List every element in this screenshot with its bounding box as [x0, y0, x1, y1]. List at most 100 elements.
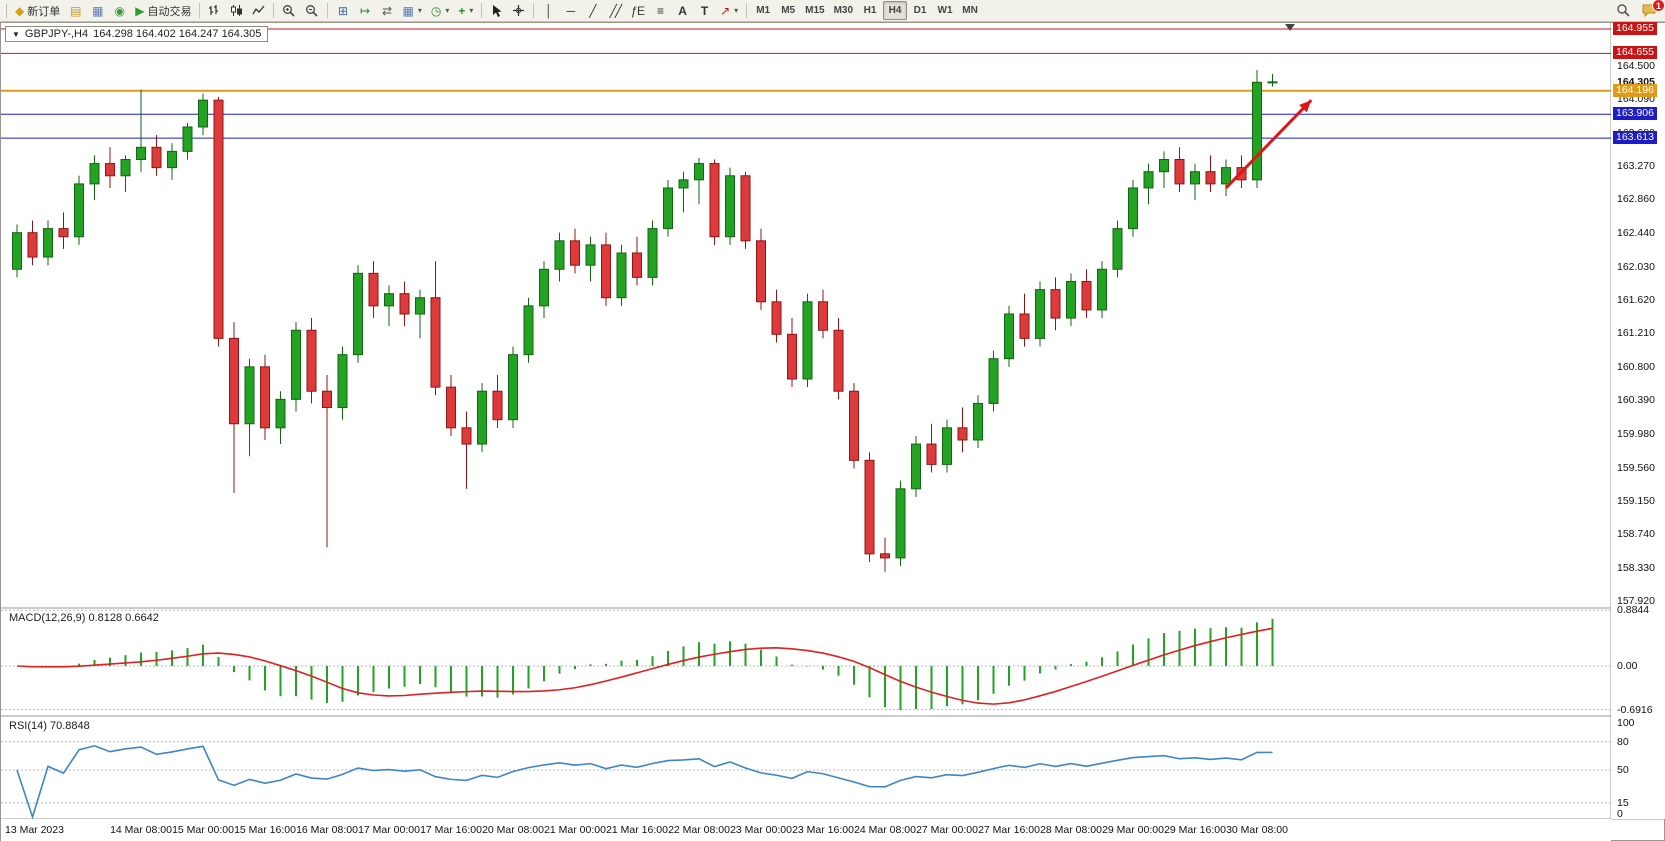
timeframe-button-mn[interactable]: MN	[962, 5, 978, 16]
chart-shift-button[interactable]: ⇄	[381, 3, 392, 18]
horizontal-line-button[interactable]: ─	[566, 3, 576, 18]
toolbox-icon: ▦	[92, 3, 104, 18]
arrows-button[interactable]: ↗ ▾	[720, 3, 739, 18]
time-axis[interactable]: 13 Mar 2023 14 Mar 08:00 15 Mar 00:00 15 Ma…	[1, 819, 1611, 841]
price-axis-label: 0.00	[1617, 660, 1638, 672]
time-axis-label: 13 Mar 2023	[5, 824, 64, 836]
crosshair-button[interactable]	[508, 1, 529, 20]
timeframe-button-m5[interactable]: M5	[781, 5, 796, 16]
indicators-button[interactable]: + ▾	[458, 3, 474, 18]
market-watch-button[interactable]: ▤	[65, 1, 86, 20]
tile-windows-button[interactable]: ⊞	[337, 3, 348, 18]
more-lines-button[interactable]: ≡	[657, 3, 665, 18]
search-button[interactable]	[1612, 1, 1635, 20]
price-axis-label: -0.6916	[1617, 703, 1653, 716]
price-axis-label: 161.210	[1617, 327, 1655, 340]
autotrading-button[interactable]: ▶ 自动交易	[131, 1, 195, 20]
channel-button[interactable]: ╱╱	[609, 3, 623, 18]
autotrading-icon: ▶	[135, 3, 145, 18]
chart-window: ▼ GBPJPY-,H4 164.298 164.402 164.247 164…	[0, 22, 1665, 841]
timeframe-button-m15[interactable]: M15	[805, 5, 825, 16]
price-axis-label: 161.620	[1617, 294, 1655, 307]
candlestick-chart-icon	[231, 5, 243, 16]
price-axis-label: 164.500	[1617, 59, 1655, 72]
toolbar-separator	[481, 3, 483, 18]
timeframe-button-h4[interactable]: H4	[883, 1, 908, 20]
timeframe-button-h1[interactable]: H1	[863, 5, 877, 16]
zoom-out-button[interactable]	[301, 1, 323, 20]
chart-shift-marker[interactable]	[1285, 24, 1295, 31]
horizontal-line-objects[interactable]	[1, 28, 1611, 139]
new-order-label: 新订单	[27, 5, 61, 18]
time-axis-label: 17 Mar 16:00	[420, 824, 482, 836]
main-toolbar: ◆ 新订单 ▤ ▦ ◉ ▶ 自动交易	[0, 0, 1665, 22]
timeframe-button-d1[interactable]: D1	[913, 5, 927, 16]
candles[interactable]	[12, 70, 1278, 572]
price-line-label: 164.655	[1613, 46, 1657, 60]
toolbar-separator	[533, 3, 535, 18]
chart-canvas[interactable]	[1, 23, 1665, 841]
time-axis-label: 20 Mar 08:00	[482, 824, 544, 836]
crosshair-icon	[513, 5, 525, 16]
new-order-icon: ◆	[15, 3, 25, 18]
auto-scroll-button[interactable]: ↦	[359, 3, 370, 18]
time-axis-label: 16 Mar 08:00	[296, 824, 358, 836]
time-axis-label: 22 Mar 08:00	[668, 824, 730, 836]
price-axis-label: 157.920	[1617, 595, 1655, 607]
time-axis-label: 17 Mar 00:00	[358, 824, 420, 836]
vertical-line-button[interactable]: │	[545, 3, 553, 18]
line-chart-icon	[252, 5, 265, 15]
notifications-button[interactable]: 1	[1637, 0, 1665, 20]
text-label-button[interactable]: T	[700, 3, 709, 18]
macd-indicator-label: MACD(12,26,9) 0.8128 0.6642	[7, 612, 161, 624]
candlestick-chart-button[interactable]	[226, 1, 247, 20]
rsi-level-lines	[1, 741, 1611, 804]
timeframe-button-w1[interactable]: W1	[937, 5, 953, 16]
price-axis-label: 158.740	[1617, 528, 1655, 541]
time-axis-label: 23 Mar 00:00	[730, 824, 792, 836]
arrow-annotation[interactable]	[1224, 99, 1313, 190]
trendline-button[interactable]: ╱	[589, 3, 597, 18]
time-axis-label: 15 Mar 16:00	[234, 824, 296, 836]
price-axis-label: 162.030	[1617, 260, 1655, 273]
toolbar-separator	[746, 3, 748, 18]
periods-clock-button[interactable]: ◷ ▾	[430, 3, 450, 18]
fibonacci-button[interactable]: ƒE	[630, 3, 646, 18]
time-axis-label: 29 Mar 16:00	[1164, 824, 1226, 836]
price-axis-label: 160.390	[1617, 394, 1655, 407]
rsi-indicator-label: RSI(14) 70.8848	[7, 720, 92, 732]
price-axis-label: 0	[1617, 808, 1623, 820]
search-icon	[1617, 4, 1630, 17]
timeframe-button-m1[interactable]: M1	[756, 5, 771, 16]
price-axis[interactable]: 164.500164.090163.680163.270162.860162.4…	[1611, 22, 1665, 820]
price-axis-label: 15	[1617, 796, 1629, 809]
macd-histogram	[31, 618, 1274, 710]
price-line-label: 164.955	[1613, 22, 1657, 35]
zoom-in-icon	[283, 4, 296, 17]
navigator-button[interactable]: ◉	[109, 1, 130, 20]
time-axis-label: 27 Mar 16:00	[978, 824, 1040, 836]
new-order-button[interactable]: ◆ 新订单	[11, 1, 64, 20]
toolbox-button[interactable]: ▦	[87, 1, 108, 20]
toolbar-separator	[327, 3, 329, 18]
collapse-triangle-icon[interactable]: ▼	[12, 29, 20, 39]
price-line-label: 164.196	[1613, 83, 1657, 97]
time-axis-label: 15 Mar 00:00	[172, 824, 234, 836]
price-axis-label: 162.860	[1617, 193, 1655, 206]
chart-ohlc: 164.298 164.402 164.247 164.305	[93, 28, 262, 40]
line-chart-button[interactable]	[248, 1, 269, 20]
cursor-button[interactable]	[486, 1, 507, 20]
bar-chart-button[interactable]	[204, 1, 225, 20]
cursor-icon	[492, 4, 502, 17]
time-axis-label: 14 Mar 08:00	[110, 824, 172, 836]
price-axis-label: 159.150	[1617, 494, 1655, 507]
text-button[interactable]: A	[678, 3, 687, 18]
timeframe-button-m30[interactable]: M30	[833, 5, 854, 16]
toolbar-grip[interactable]	[4, 3, 7, 18]
price-axis-label: 0.8844	[1617, 604, 1650, 617]
new-chart-button[interactable]: ▦ ▾	[402, 3, 422, 18]
toolbar-separator	[273, 3, 275, 18]
toolbar-right-group: 1	[1612, 0, 1665, 20]
zoom-in-button[interactable]	[278, 1, 300, 20]
